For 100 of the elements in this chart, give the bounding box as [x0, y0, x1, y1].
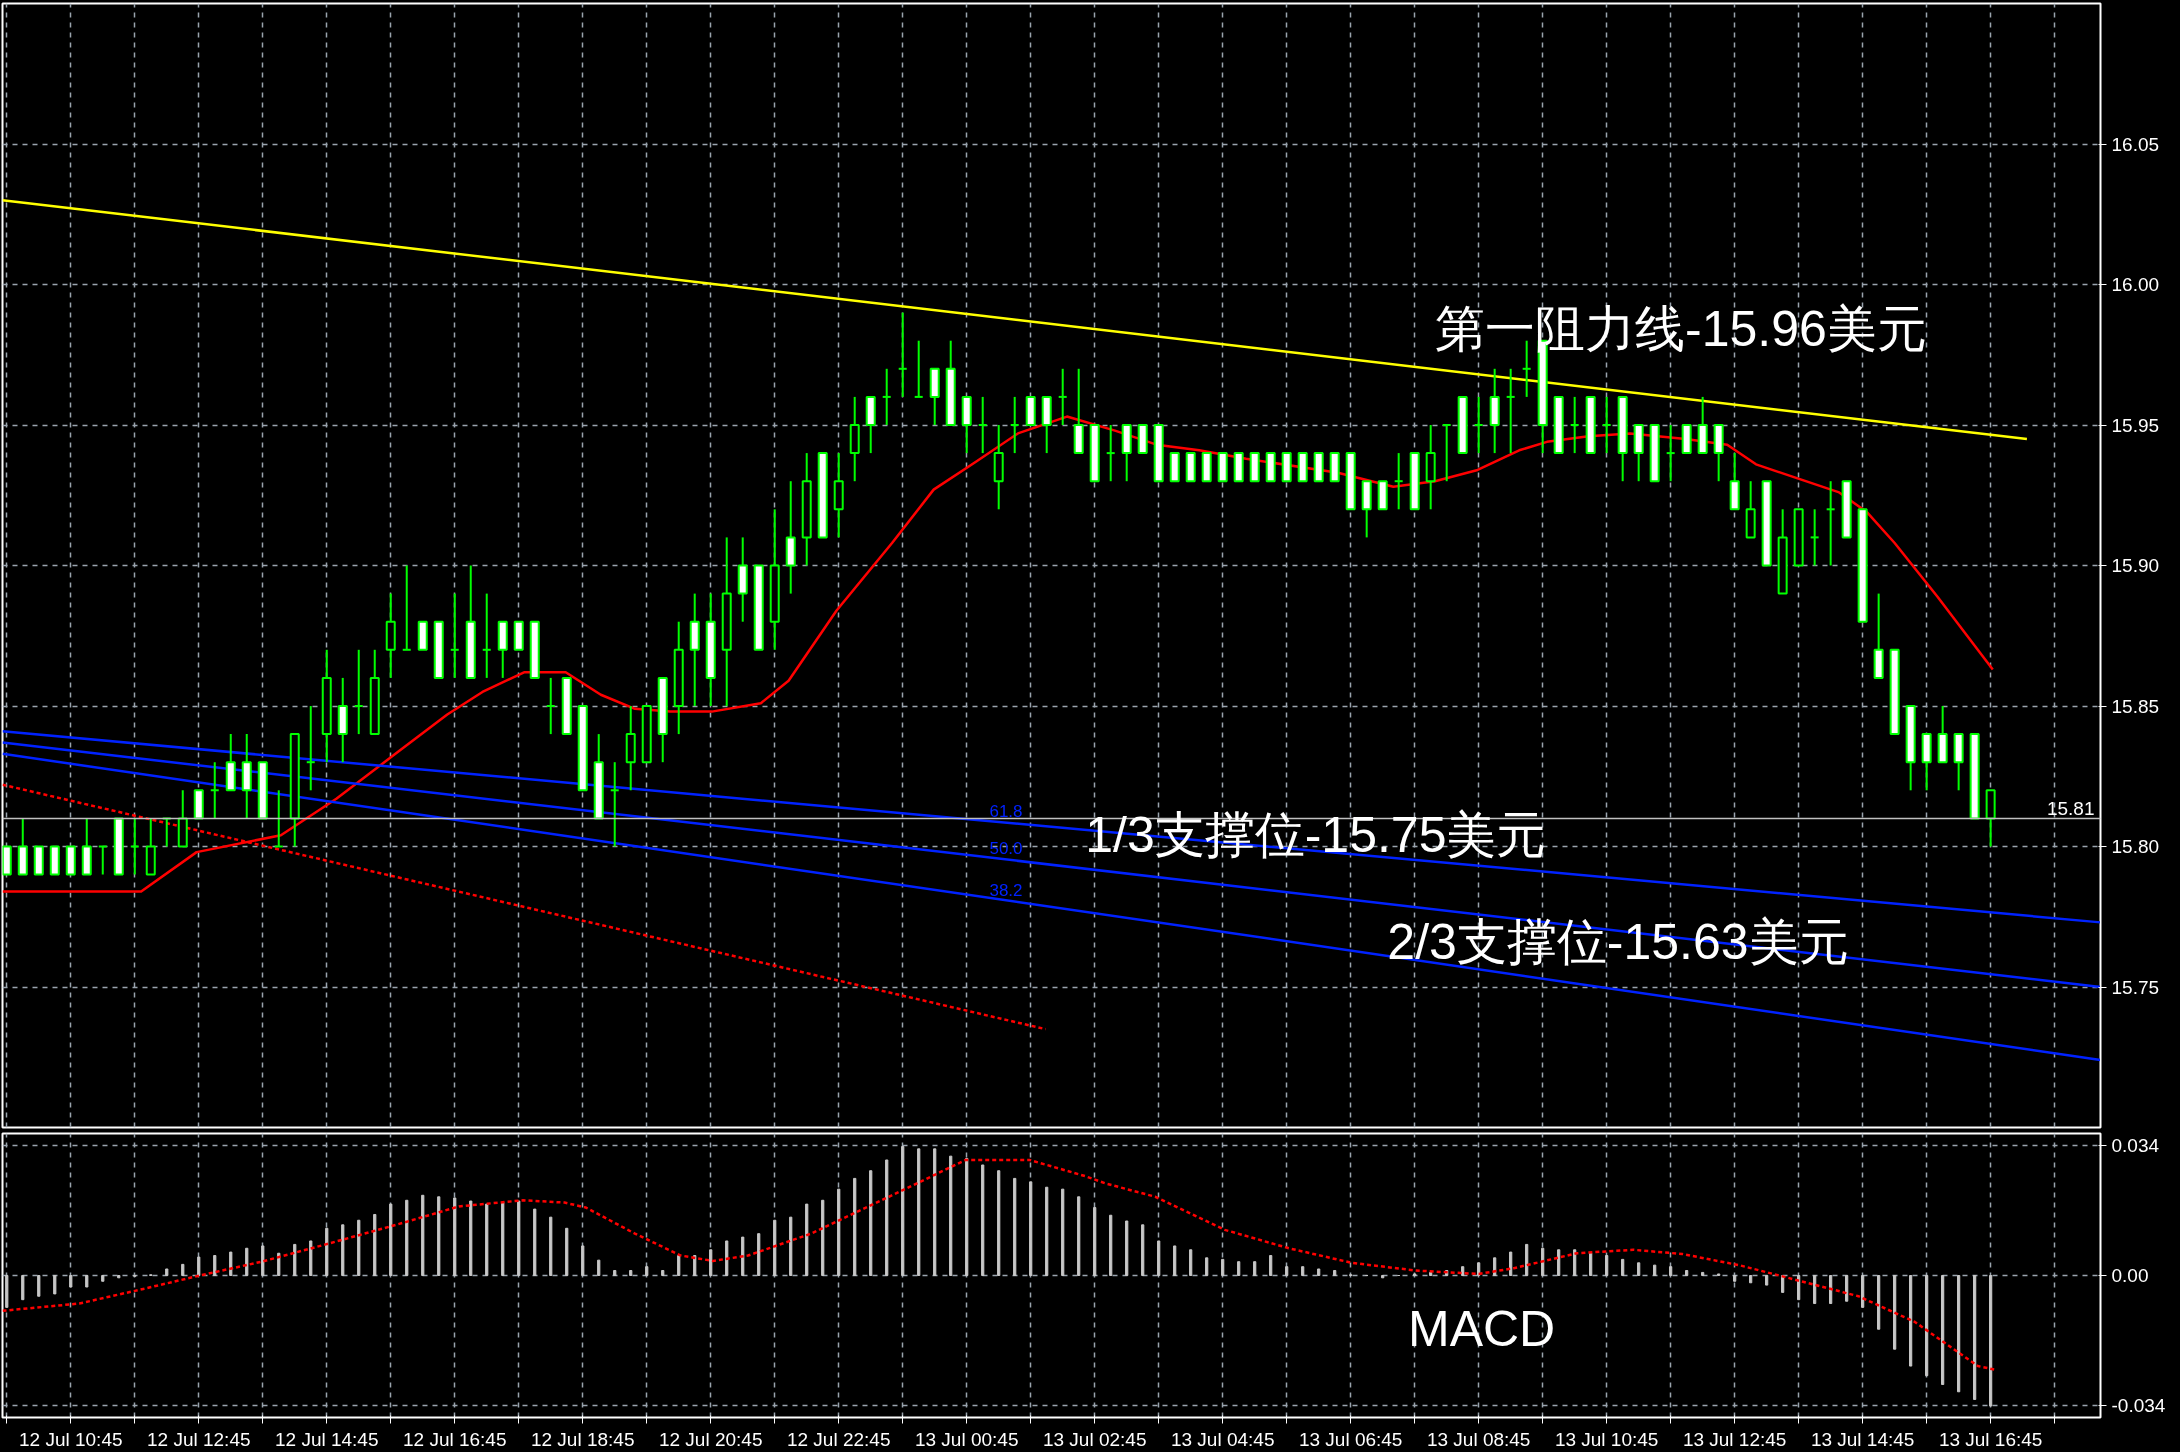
- bar: [421, 1194, 425, 1276]
- series-label: 50.0: [989, 839, 1023, 859]
- y-tick-label: 16.00: [2111, 274, 2160, 295]
- bar: [1221, 1258, 1225, 1276]
- candlestick: [1473, 395, 1484, 455]
- bar: [21, 1275, 25, 1301]
- candlestick: [977, 395, 988, 455]
- candlestick: [1825, 480, 1836, 567]
- x-tick-label: 13 Jul 00:45: [914, 1428, 1019, 1450]
- bar: [117, 1275, 121, 1279]
- x-tick-label: 12 Jul 16:45: [402, 1428, 507, 1450]
- candlestick: [1505, 367, 1516, 455]
- bar: [1957, 1275, 1961, 1393]
- candlestick: [1009, 395, 1020, 455]
- bar: [325, 1227, 329, 1276]
- y-tick-label: 15.85: [2111, 695, 2160, 717]
- y-tick-label: 0.00: [2111, 1265, 2149, 1286]
- bar: [581, 1245, 585, 1276]
- bar: [1141, 1224, 1145, 1276]
- candlestick: [449, 592, 460, 679]
- candlestick: [1569, 395, 1580, 455]
- candlestick: [1105, 424, 1116, 483]
- bar: [517, 1200, 521, 1276]
- x-tick-label: 13 Jul 10:45: [1554, 1428, 1659, 1450]
- bar: [853, 1177, 857, 1276]
- candlestick: [1665, 424, 1676, 483]
- bar: [85, 1275, 89, 1288]
- bar: [245, 1247, 249, 1276]
- bar: [1941, 1275, 1945, 1385]
- candlestick: [353, 648, 364, 736]
- bar: [1669, 1266, 1673, 1276]
- y-tick-label: 16.05: [2111, 133, 2160, 155]
- bar: [1653, 1264, 1657, 1276]
- y-tick-label: 0.034: [2111, 1134, 2160, 1156]
- candlestick: [1809, 508, 1820, 567]
- bar: [405, 1199, 409, 1276]
- bar: [549, 1216, 553, 1276]
- x-tick-label: 13 Jul 16:45: [1938, 1428, 2043, 1450]
- bar: [1205, 1257, 1209, 1276]
- y-tick-label: 15.75: [2111, 976, 2160, 998]
- bar: [1685, 1270, 1689, 1276]
- bar: [1269, 1255, 1273, 1276]
- bar: [165, 1268, 169, 1276]
- bar: [757, 1233, 761, 1276]
- bar: [1621, 1258, 1625, 1276]
- bar: [597, 1259, 601, 1276]
- bar: [1701, 1271, 1705, 1276]
- series-label: 38.2: [989, 880, 1023, 900]
- bar: [1045, 1186, 1049, 1276]
- bar: [1477, 1262, 1481, 1276]
- bar: [197, 1256, 201, 1276]
- candlestick: [897, 311, 908, 398]
- bar: [1237, 1261, 1241, 1276]
- bar: [821, 1199, 825, 1276]
- bar: [1109, 1214, 1113, 1276]
- candlestick: [273, 789, 284, 848]
- bar: [485, 1203, 489, 1276]
- bar: [1909, 1275, 1913, 1367]
- bar: [1077, 1196, 1081, 1276]
- bar: [709, 1249, 713, 1276]
- bar: [1765, 1275, 1769, 1286]
- bar: [1813, 1275, 1817, 1305]
- bar: [373, 1213, 377, 1276]
- bar: [949, 1155, 953, 1276]
- bar: [293, 1243, 297, 1276]
- x-tick-label: 12 Jul 10:45: [19, 1428, 123, 1450]
- bar: [1973, 1275, 1977, 1400]
- bar: [789, 1216, 793, 1276]
- x-tick-label: 13 Jul 08:45: [1426, 1428, 1531, 1450]
- bar: [1461, 1266, 1465, 1276]
- bar: [661, 1270, 665, 1276]
- bar: [1637, 1262, 1641, 1276]
- annotation: 第一阻力线-15.96美元: [1435, 301, 1927, 358]
- x-tick-label: 12 Jul 18:45: [530, 1428, 635, 1450]
- bar: [1333, 1270, 1337, 1276]
- candlestick: [305, 705, 316, 792]
- candlestick: [1601, 395, 1612, 455]
- candlestick: [913, 339, 924, 398]
- bar: [1381, 1275, 1385, 1279]
- candlestick: [209, 761, 220, 820]
- bar: [341, 1224, 345, 1276]
- x-tick-label: 12 Jul 14:45: [274, 1428, 379, 1450]
- bar: [437, 1196, 441, 1276]
- bar: [277, 1252, 281, 1276]
- bar: [1061, 1188, 1065, 1276]
- bar: [1157, 1240, 1161, 1276]
- bar: [69, 1275, 73, 1288]
- bar: [1605, 1255, 1609, 1276]
- candlestick: [609, 761, 620, 848]
- bar: [1845, 1275, 1849, 1302]
- y-tick-label: 15.95: [2111, 414, 2160, 436]
- bar: [101, 1275, 105, 1282]
- bar: [1173, 1245, 1177, 1276]
- candlestick: [129, 817, 140, 876]
- bar: [1253, 1261, 1257, 1276]
- bar: [1013, 1177, 1017, 1276]
- bar: [1557, 1249, 1561, 1276]
- bar: [389, 1203, 393, 1276]
- x-tick-label: 12 Jul 22:45: [786, 1428, 891, 1450]
- ref-line-label: 15.81: [2046, 798, 2095, 820]
